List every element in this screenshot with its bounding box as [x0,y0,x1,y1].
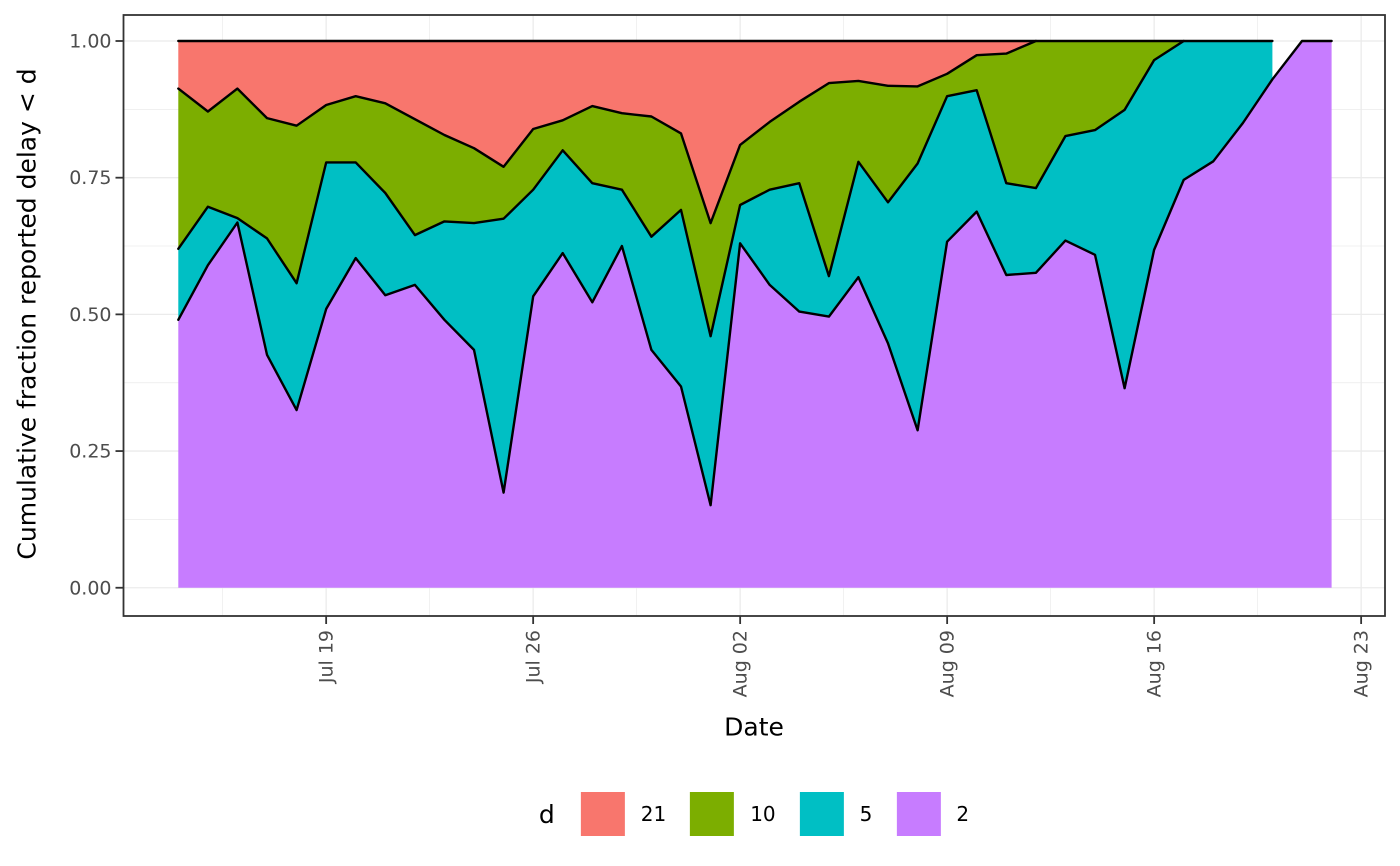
y-tick-label: 0.75 [69,167,111,189]
legend-title: d [538,799,555,829]
y-tick-label: 0.00 [69,577,111,599]
x-tick-label: Aug 16 [1144,630,1166,697]
stacked-area-chart: Jul 19 Jul 26 Aug 02 Aug 09 Aug 16 Aug 23 0.0… [69,14,1386,697]
legend-item-10: 10 [690,792,776,836]
legend-swatch-2 [896,792,941,836]
legend-item-21: 21 [580,792,667,836]
legend-item-5: 5 [799,792,873,836]
area-outline-10 [177,39,1185,225]
x-tick-label: Aug 23 [1351,630,1373,697]
x-tick-label: Aug 02 [730,630,752,697]
legend-label: 10 [750,802,776,826]
legend-label: 21 [640,802,667,826]
area-outline-2 [177,39,1333,507]
x-tick-label: Jul 19 [316,630,338,684]
x-axis-title: Date [724,712,784,742]
x-tick-label: Aug 09 [937,630,959,697]
legend-item-2: 2 [896,792,969,836]
x-tick-label: Jul 26 [523,630,545,684]
legend-swatch-5 [799,792,844,836]
y-tick-label: 1.00 [69,31,111,53]
y-axis-title: Cumulative fraction reported delay < d [12,68,42,560]
area-outline-5 [177,39,1274,338]
legend-swatch-10 [690,792,735,836]
x-axis-ticks [325,616,1363,624]
x-axis-tick-labels: Jul 19 Jul 26 Aug 02 Aug 09 Aug 16 Aug 23 [316,630,1373,697]
panel-border-rect [122,14,1386,617]
legend: d 21 10 5 2 [539,792,969,836]
panel-border [122,14,1386,617]
legend-label: 2 [956,802,970,826]
legend-label: 5 [859,802,873,826]
area-band-10 [178,41,1184,337]
y-axis-ticks [115,40,124,589]
area-band-2 [178,41,1332,588]
y-tick-label: 0.25 [69,441,111,463]
y-tick-label: 0.50 [69,304,111,326]
legend-swatch-21 [580,792,625,836]
y-axis-tick-labels: 0.00 0.25 0.50 0.75 1.00 [69,31,111,600]
area-series [177,39,1333,588]
